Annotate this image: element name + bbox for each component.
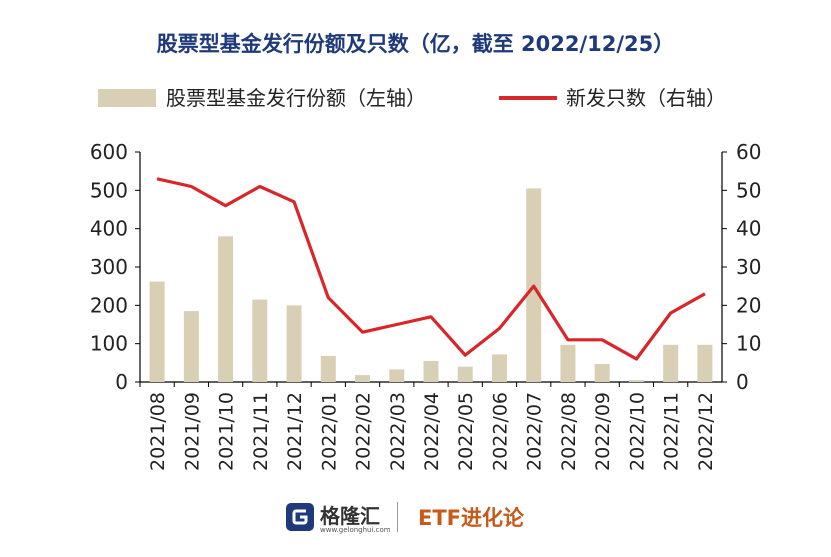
bar xyxy=(389,369,405,382)
line-point xyxy=(396,324,398,325)
line-point xyxy=(567,339,569,341)
footer-divider xyxy=(397,502,398,532)
y-tick-label-left: 0 xyxy=(115,370,128,394)
y-tick-label-right: 0 xyxy=(736,370,749,394)
x-tick-label: 2021/10 xyxy=(216,392,238,471)
y-tick-label-right: 10 xyxy=(736,332,761,356)
logo-name: 格隆汇 xyxy=(320,504,380,528)
x-tick-label: 2022/12 xyxy=(695,392,717,471)
plot-area: 0 100 200 300 400 500 600 0 10 20 30 40 50 60 2021/08 2… xyxy=(90,140,762,471)
y-tick-label-right: 20 xyxy=(736,293,761,317)
line-point xyxy=(704,293,706,295)
bar xyxy=(183,311,199,382)
bar xyxy=(491,354,507,382)
bar xyxy=(218,236,234,382)
line-point xyxy=(635,358,637,360)
line-point xyxy=(430,316,432,318)
line-point xyxy=(464,354,466,356)
y-tick-label-left: 400 xyxy=(90,217,128,241)
y-tick-label-left: 300 xyxy=(90,255,128,279)
bar xyxy=(320,355,336,382)
line-point xyxy=(327,297,329,299)
line-point xyxy=(670,312,672,314)
x-tick-label: 2022/07 xyxy=(524,392,546,471)
x-tick-label: 2022/02 xyxy=(353,392,375,471)
y-tick-label-left: 500 xyxy=(90,178,128,202)
legend-swatch-line xyxy=(499,96,557,100)
line-point xyxy=(156,178,158,180)
footer-brand: ETF进化论 xyxy=(418,506,525,530)
x-tick-label: 2022/01 xyxy=(318,392,340,471)
legend: 股票型基金发行份额（左轴） 新发只数（右轴） xyxy=(0,80,831,112)
y-tick-label-left: 100 xyxy=(90,332,128,356)
footer: 格隆汇 www.gelonghui.com ETF进化论 xyxy=(0,500,831,540)
legend-label-bar: 股票型基金发行份额（左轴） xyxy=(166,86,426,110)
x-tick-label: 2022/03 xyxy=(387,392,409,471)
x-tick-label: 2021/12 xyxy=(284,392,306,471)
x-tick-label: 2021/09 xyxy=(181,392,203,471)
legend-swatch-bar xyxy=(98,89,156,107)
line-point xyxy=(225,205,227,207)
bar xyxy=(252,299,268,382)
bar xyxy=(560,344,576,382)
bar xyxy=(355,375,371,382)
line-point xyxy=(190,186,192,187)
legend-label-line: 新发只数（右轴） xyxy=(566,86,726,110)
bar xyxy=(628,380,644,382)
bar xyxy=(663,344,679,382)
y-tick-label-right: 50 xyxy=(736,178,761,202)
line-point xyxy=(498,327,500,329)
x-tick-label: 2022/08 xyxy=(558,392,580,471)
x-tick-label: 2022/05 xyxy=(455,392,477,471)
x-tick-label: 2022/10 xyxy=(626,392,648,471)
x-tick-label: 2021/11 xyxy=(250,392,272,471)
gelonghui-logo-icon xyxy=(286,503,314,531)
bar xyxy=(149,281,165,382)
x-tick-label: 2022/04 xyxy=(421,392,443,471)
bar xyxy=(697,344,713,382)
bar xyxy=(457,366,473,382)
x-tick-label: 2022/06 xyxy=(489,392,511,471)
bar xyxy=(594,363,610,382)
x-tick-label: 2022/09 xyxy=(592,392,614,471)
y-tick-label-right: 30 xyxy=(736,255,761,279)
chart-title: 股票型基金发行份额及只数（亿，截至 2022/12/25） xyxy=(156,32,675,56)
line-point xyxy=(533,285,535,287)
x-tick-label: 2022/11 xyxy=(661,392,683,471)
y-tick-label-left: 600 xyxy=(90,140,128,164)
y-tick-label-right: 40 xyxy=(736,217,761,241)
line-point xyxy=(259,186,261,187)
y-tick-label-left: 200 xyxy=(90,293,128,317)
bar xyxy=(423,360,439,382)
line-point xyxy=(293,201,295,203)
x-tick-label: 2021/08 xyxy=(147,392,169,471)
line-point xyxy=(601,339,603,341)
logo-url: www.gelonghui.com xyxy=(320,526,391,534)
series-line xyxy=(156,177,706,361)
y-tick-label-right: 60 xyxy=(736,140,761,164)
bar xyxy=(286,305,302,382)
line-point xyxy=(362,331,364,333)
